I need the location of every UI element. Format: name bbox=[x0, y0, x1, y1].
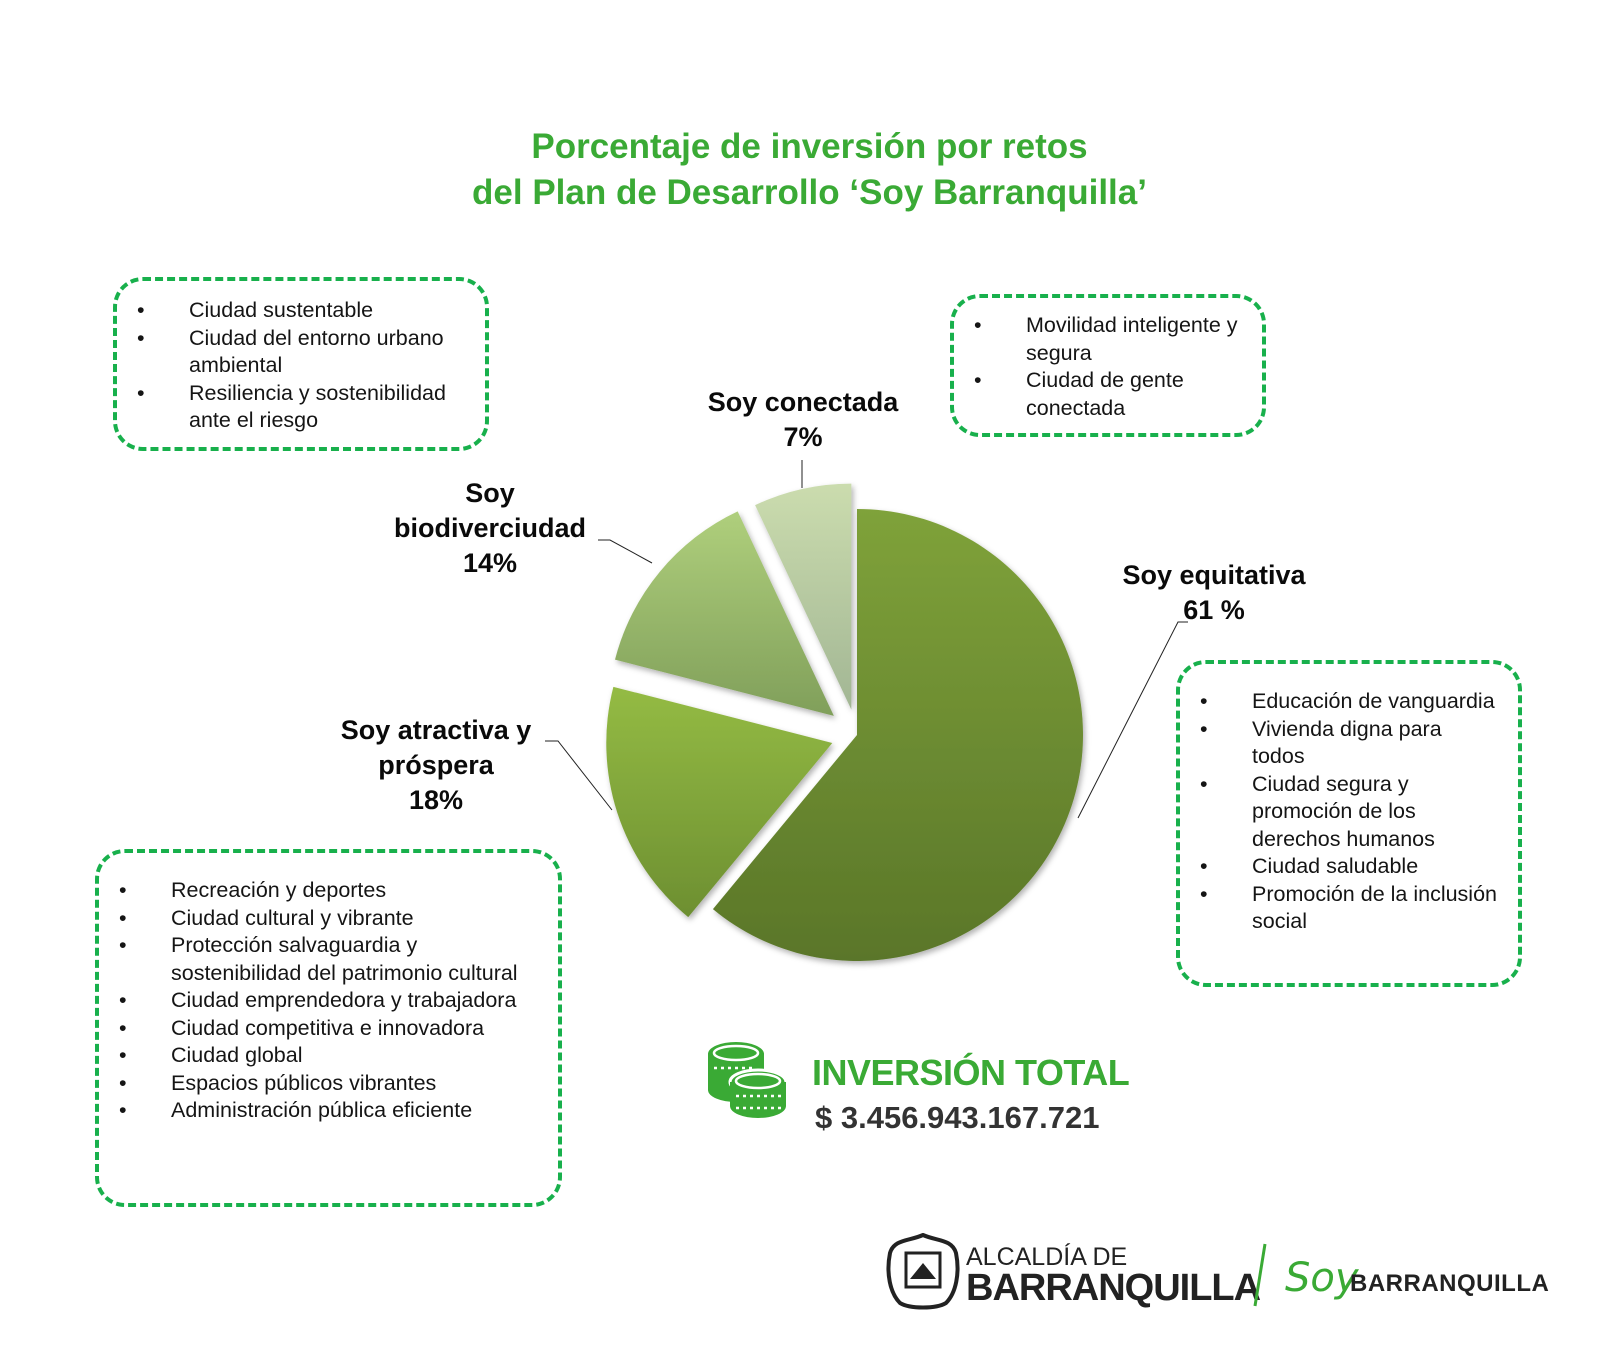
box-biodiverciudad: Ciudad sustentableCiudad del entorno urb… bbox=[113, 277, 489, 451]
list-item: Ciudad saludable bbox=[1180, 853, 1498, 881]
pie-slice-soy-biodiverciudad bbox=[614, 511, 834, 716]
list-item: Recreación y deportes bbox=[99, 877, 538, 905]
bullet-list: Educación de vanguardiaVivienda digna pa… bbox=[1180, 688, 1498, 936]
list-item: Protección salvaguardia y sostenibilidad… bbox=[99, 932, 538, 987]
logo-line1: ALCALDÍA DE bbox=[966, 1243, 1128, 1271]
pie-slice-soy-conectada bbox=[755, 483, 852, 710]
label-soy-atractiva: Soy atractiva y próspera 18% bbox=[340, 715, 532, 815]
bullet-list: Movilidad inteligente y seguraCiudad de … bbox=[954, 312, 1246, 422]
brand-name: BARRANQUILLA bbox=[1350, 1270, 1550, 1297]
logo-line2: BARRANQUILLA bbox=[966, 1267, 1261, 1309]
box-conectada: Movilidad inteligente y seguraCiudad de … bbox=[950, 294, 1266, 437]
list-item: Educación de vanguardia bbox=[1180, 688, 1498, 716]
label-soy-biodiverciudad: Soy biodiverciudad 14% bbox=[393, 478, 587, 578]
list-item: Ciudad segura y promoción de los derecho… bbox=[1180, 771, 1498, 854]
coat-of-arms-icon bbox=[886, 1233, 960, 1310]
list-item: Ciudad emprendedora y trabajadora bbox=[99, 987, 538, 1015]
list-item: Ciudad de gente conectada bbox=[954, 367, 1246, 422]
investment-amount: $ 3.456.943.167.721 bbox=[815, 1100, 1100, 1135]
logo-divider bbox=[1253, 1243, 1267, 1307]
pie-slice-soy-equitativa bbox=[712, 509, 1083, 961]
list-item: Movilidad inteligente y segura bbox=[954, 312, 1246, 367]
leader-lines bbox=[545, 460, 1188, 819]
coins-icon bbox=[708, 1042, 788, 1118]
list-item: Ciudad competitiva e innovadora bbox=[99, 1015, 538, 1043]
list-item: Promoción de la inclusión social bbox=[1180, 881, 1498, 936]
box-atractiva: Recreación y deportesCiudad cultural y v… bbox=[95, 849, 562, 1207]
list-item: Resiliencia y sostenibilidad ante el rie… bbox=[117, 380, 465, 435]
investment-title: INVERSIÓN TOTAL bbox=[812, 1052, 1130, 1093]
list-item: Espacios públicos vibrantes bbox=[99, 1070, 538, 1098]
chart-title: Porcentaje de inversión por retos del Pl… bbox=[472, 127, 1147, 212]
list-item: Vivienda digna para todos bbox=[1180, 716, 1498, 771]
list-item: Ciudad global bbox=[99, 1042, 538, 1070]
label-soy-equitativa: Soy equitativa 61 % bbox=[1122, 560, 1306, 625]
bullet-list: Ciudad sustentableCiudad del entorno urb… bbox=[117, 297, 465, 435]
bullet-list: Recreación y deportesCiudad cultural y v… bbox=[99, 877, 538, 1125]
list-item: Administración pública eficiente bbox=[99, 1097, 538, 1125]
label-soy-conectada: Soy conectada 7% bbox=[707, 387, 899, 452]
pie-slice-soy-atractiva-y-pr-spera bbox=[606, 686, 833, 918]
list-item: Ciudad del entorno urbano ambiental bbox=[117, 325, 465, 380]
list-item: Ciudad cultural y vibrante bbox=[99, 905, 538, 933]
list-item: Ciudad sustentable bbox=[117, 297, 465, 325]
brand-soy: Soy bbox=[1285, 1255, 1359, 1301]
box-equitativa: Educación de vanguardiaVivienda digna pa… bbox=[1176, 660, 1522, 987]
